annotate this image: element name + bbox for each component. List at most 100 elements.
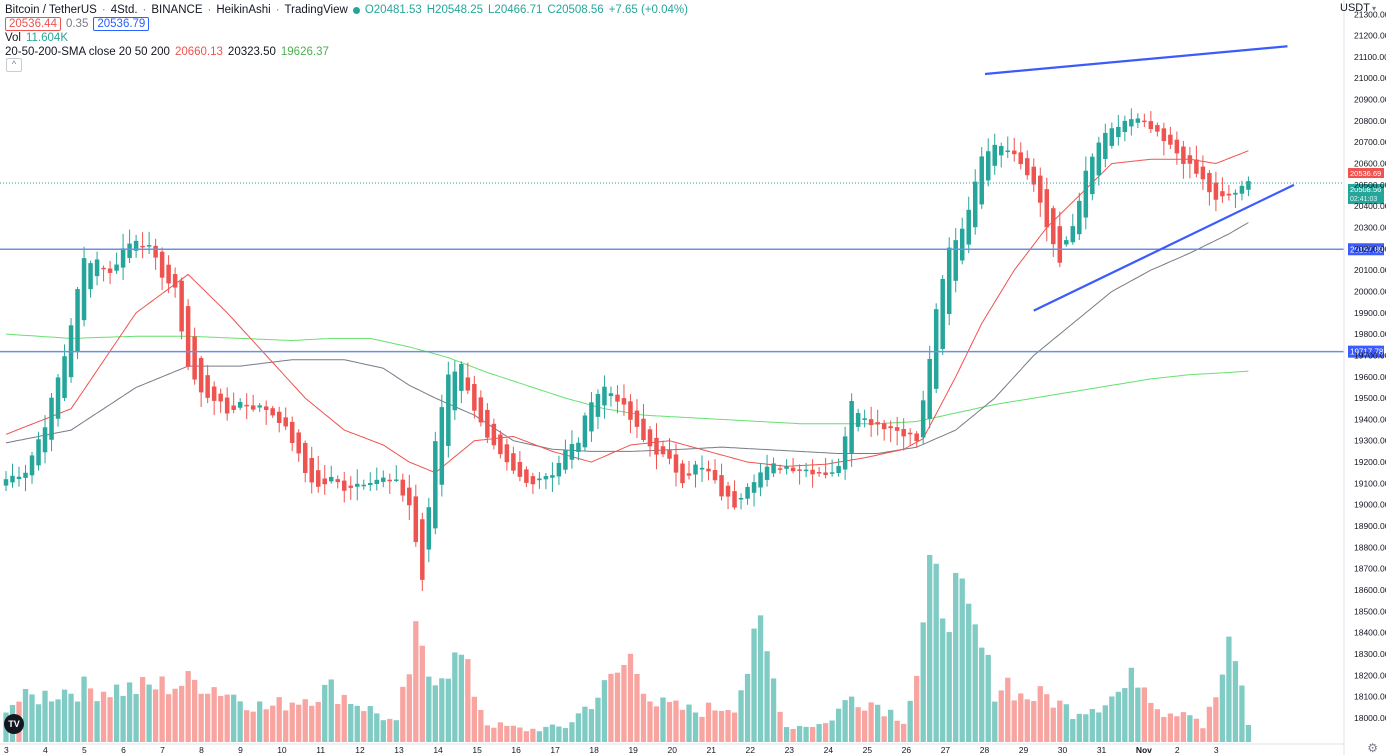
candle-body-up xyxy=(146,245,152,247)
candle-body-up xyxy=(1239,185,1245,194)
candle-body-down xyxy=(907,432,913,435)
candle-body-up xyxy=(1103,132,1108,159)
x-tick-label: 19 xyxy=(628,745,638,755)
x-tick-label: 31 xyxy=(1097,745,1107,755)
y-tick-label: 19100.00 xyxy=(1354,478,1386,488)
x-tick-label: 20 xyxy=(667,745,677,755)
volume-bar xyxy=(1135,687,1141,742)
volume-bar xyxy=(1089,709,1095,742)
volume-bar xyxy=(126,682,133,742)
candle-body-down xyxy=(348,485,354,488)
candle-body-down xyxy=(517,461,523,477)
candle-body-down xyxy=(231,405,236,410)
candle-body-up xyxy=(459,364,464,391)
candle-body-down xyxy=(1031,166,1037,185)
volume-bar xyxy=(244,710,250,742)
candle-body-up xyxy=(842,436,848,470)
candle-body-down xyxy=(816,472,822,474)
candle-body-down xyxy=(868,419,874,426)
volume-bar xyxy=(647,701,653,742)
volume-bar xyxy=(1219,674,1226,742)
x-tick-label: 3 xyxy=(1214,745,1219,755)
volume-bar xyxy=(855,707,861,742)
volume-bar xyxy=(354,705,360,742)
volume-bar xyxy=(1024,699,1030,742)
y-tick-label: 18800.00 xyxy=(1354,542,1386,552)
candle-body-down xyxy=(302,442,308,473)
candle-body-up xyxy=(537,478,542,481)
volume-bar xyxy=(588,709,595,742)
candle-body-down xyxy=(107,268,113,273)
currency-selector[interactable]: USDT ▾ xyxy=(1340,2,1376,14)
volume-bar xyxy=(868,702,874,742)
candle-body-up xyxy=(992,144,997,166)
tradingview-logo[interactable]: TV xyxy=(4,714,24,734)
y-tick-label: 19800.00 xyxy=(1354,329,1386,339)
volume-bar xyxy=(972,624,978,742)
volume-bar xyxy=(257,701,263,742)
volume-bar xyxy=(1180,712,1187,742)
volume-bar xyxy=(1018,693,1024,742)
gear-icon[interactable]: ⚙ xyxy=(1367,741,1378,755)
volume-bar xyxy=(484,725,491,742)
volume-bar xyxy=(22,689,29,742)
volume-bar xyxy=(549,724,556,742)
volume-bar xyxy=(289,702,295,742)
candle-body-up xyxy=(381,477,386,482)
volume-bar xyxy=(653,706,660,742)
drawing-layer[interactable]: 20197.89 19717.78 20536.69 20508.56 02:41:03 xyxy=(0,45,1384,358)
volume-bar xyxy=(985,654,991,742)
volume-bar xyxy=(1174,716,1180,742)
y-tick-label: 21000.00 xyxy=(1354,73,1386,83)
volume-bar xyxy=(224,694,230,742)
volume-bar xyxy=(205,693,211,742)
volume-bar xyxy=(822,723,829,742)
volume-bar xyxy=(432,685,438,742)
candle-body-up xyxy=(595,393,601,417)
volume-bar xyxy=(1167,713,1174,742)
candle-body-down xyxy=(485,409,490,438)
candle-body-down xyxy=(250,405,256,410)
collapse-legend-button[interactable]: ^ xyxy=(6,58,22,72)
y-tick-label: 20800.00 xyxy=(1354,116,1386,126)
volume-legend[interactable]: Vol 11.604K xyxy=(5,31,688,45)
volume-bar xyxy=(322,684,328,742)
candle-body-up xyxy=(94,259,100,277)
volume-bar xyxy=(718,711,725,742)
volume-pane xyxy=(3,554,1252,742)
candle-body-up xyxy=(927,358,932,419)
candle-body-up xyxy=(829,472,835,474)
buy-price-button[interactable]: 20536.79 xyxy=(93,17,150,31)
candle-body-up xyxy=(836,465,841,474)
volume-bar xyxy=(627,653,634,742)
sma-legend[interactable]: 20-50-200-SMA close 20 50 200 20660.13 2… xyxy=(5,45,688,59)
volume-bar xyxy=(809,726,816,742)
interval[interactable]: 4Std. xyxy=(110,4,138,16)
volume-bar xyxy=(1011,700,1017,742)
volume-bar xyxy=(1037,686,1043,742)
candle-body-down xyxy=(1051,208,1056,245)
x-tick-label: 22 xyxy=(746,745,756,755)
candle-body-up xyxy=(1070,226,1076,243)
candle-body-down xyxy=(797,469,802,471)
symbol-name[interactable]: Bitcoin / TetherUS xyxy=(5,4,97,16)
volume-bar xyxy=(1057,700,1063,742)
volume-bar xyxy=(172,688,178,742)
candle-body-up xyxy=(608,393,614,397)
candle-body-down xyxy=(322,478,327,485)
volume-bar xyxy=(55,699,61,742)
volume-bar xyxy=(426,676,432,742)
candle-body-down xyxy=(647,429,653,447)
volume-bar xyxy=(270,705,276,742)
sell-price-button[interactable]: 20536.44 xyxy=(5,17,61,31)
candle-body-down xyxy=(309,457,314,483)
volume-bar xyxy=(1096,712,1102,742)
volume-bar xyxy=(686,704,692,742)
candle-body-down xyxy=(725,485,731,497)
volume-bar xyxy=(361,711,367,742)
volume-bar xyxy=(276,697,282,742)
volume-bar xyxy=(471,696,477,742)
y-tick-label: 21300.00 xyxy=(1354,9,1386,19)
volume-bar xyxy=(1245,724,1252,742)
